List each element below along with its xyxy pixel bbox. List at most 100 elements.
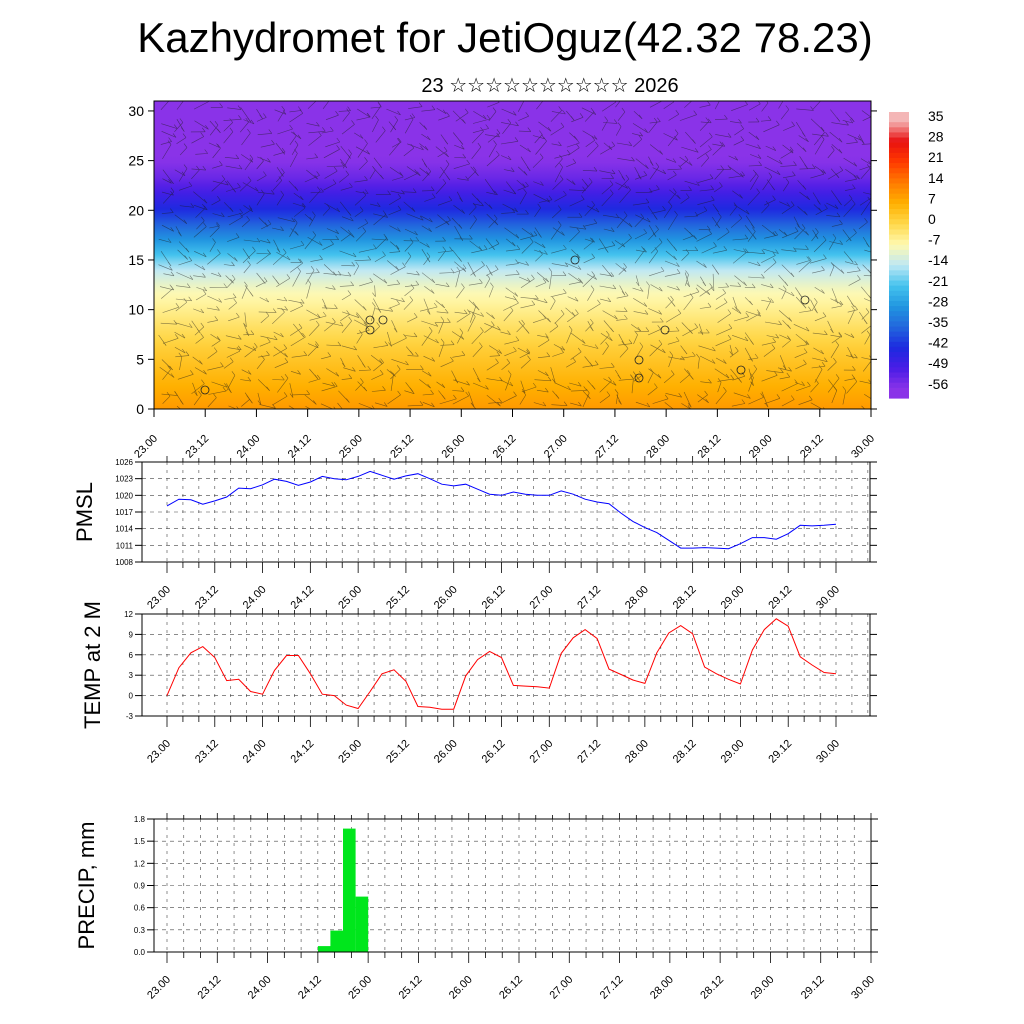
x-tick-label: 30.00 (814, 738, 842, 766)
y-tick-label: 1020 (115, 491, 133, 500)
colorbar-label: 21 (928, 149, 944, 165)
y-tick-label: 1008 (115, 558, 133, 567)
y-tick-label: 25 (128, 153, 144, 169)
colorbar: 35 28 21 14 7 0 -7 -14 -21 -28 -35 -42 -49 -56 (889, 108, 948, 399)
colorbar-cell (889, 234, 909, 241)
colorbar-cell (889, 142, 909, 149)
x-tick-label: 23.12 (183, 433, 211, 461)
x-tick-label: 23.00 (145, 738, 173, 766)
y-tick-label: 1026 (115, 458, 133, 467)
colorbar-cell (889, 229, 909, 236)
colorbar-cell (889, 285, 909, 292)
x-tick-label: 28.00 (648, 974, 676, 1002)
colorbar-cell (889, 244, 909, 251)
colorbar-cell (889, 132, 909, 139)
x-tick-label: 23.12 (195, 974, 223, 1002)
colorbar-cell (889, 224, 909, 231)
x-tick-label: 23.12 (193, 738, 221, 766)
colorbar-cell (889, 152, 909, 159)
colorbar-cell (889, 203, 909, 210)
colorbar-cell (889, 387, 909, 394)
colorbar-label: -21 (928, 273, 948, 289)
x-tick-label: 30.00 (849, 974, 877, 1002)
x-tick-label: 29.00 (749, 974, 777, 1002)
x-tick-label: 23.12 (193, 584, 221, 612)
y-tick-label: 0 (129, 692, 134, 701)
x-tick-label: 24.00 (235, 433, 263, 461)
x-tick-label: 24.12 (289, 738, 317, 766)
colorbar-cell (889, 346, 909, 353)
colorbar-label: 28 (928, 129, 944, 145)
colorbar-cell (889, 290, 909, 297)
y-tick-label: 1023 (115, 475, 133, 484)
colorbar-cell (889, 137, 909, 144)
x-tick-label: 26.12 (480, 738, 508, 766)
temp-panel: -3 0 3 6 9 12 23.00 23.12 24.00 24.12 25.00 25.12 26… (80, 601, 877, 766)
y-tick-label: 10 (128, 302, 144, 318)
calm-circle (378, 315, 388, 325)
calm-circle (736, 365, 746, 375)
cross-section-panel: 0 5 10 15 20 25 30 23.00 23.12 24.00 24.12 25.00 25.… (128, 100, 877, 461)
panel-frame-top (153, 818, 872, 953)
colorbar-cell (889, 372, 909, 379)
colorbar-cell (889, 147, 909, 154)
y-tick-label: 1.2 (134, 859, 146, 868)
x-tick-label: 24.00 (241, 584, 269, 612)
x-tick-label: 24.12 (296, 974, 324, 1002)
colorbar-cell (889, 306, 909, 312)
colorbar-label: -35 (928, 314, 948, 330)
colorbar-cell (889, 219, 909, 225)
colorbar-cell (889, 168, 909, 174)
colorbar-cell (889, 117, 909, 123)
calm-circle (365, 315, 375, 325)
x-tick-label: 27.12 (575, 738, 603, 766)
x-tick-label: 30.00 (849, 433, 877, 461)
colorbar-cell (889, 260, 909, 266)
y-tick-label: 20 (128, 202, 144, 218)
x-tick-label: 27.00 (527, 584, 555, 612)
calm-circle (634, 355, 644, 365)
pmsl-panel: 1008 1011 1014 1017 1020 1023 1026 23.00 23.12 24… (72, 456, 877, 612)
colorbar-cell (889, 198, 909, 205)
calm-circle (200, 385, 210, 395)
colorbar-cell (889, 209, 909, 215)
y-tick-label: 6 (129, 651, 134, 660)
x-tick-label: 28.12 (696, 433, 724, 461)
colorbar-cell (889, 326, 909, 333)
x-tick-label: 26.12 (497, 974, 525, 1002)
x-tick-label: 27.00 (542, 433, 570, 461)
cross-section-field (154, 101, 871, 409)
colorbar-cell (889, 112, 909, 118)
colorbar-cell (889, 178, 909, 185)
x-tick-label: 27.12 (575, 584, 603, 612)
x-tick-label: 26.00 (432, 584, 460, 612)
x-tick-label: 27.12 (598, 974, 626, 1002)
y-axis-title: PRECIP, mm (74, 822, 99, 950)
colorbar-cell (889, 300, 909, 307)
y-tick-label: 15 (128, 252, 144, 268)
x-tick-label: 25.00 (336, 584, 364, 612)
x-tick-label: 29.00 (719, 584, 747, 612)
page-subtitle: 23 ☆☆☆☆☆☆☆☆☆☆ 2026 (421, 75, 679, 97)
colorbar-label: -28 (928, 293, 948, 309)
colorbar-cell (889, 377, 909, 384)
colorbar-cell (889, 311, 909, 317)
x-tick-label: 25.12 (397, 974, 425, 1002)
precip-panel: 0.0 0.3 0.6 0.9 1.2 1.5 1.8 23.00 23.12 24.00 24.1… (74, 813, 878, 1002)
colorbar-cell (889, 331, 909, 338)
colorbar-cell (889, 127, 909, 134)
y-tick-label: 0.0 (134, 948, 146, 957)
x-tick-label: 28.12 (698, 974, 726, 1002)
y-tick-label: 1011 (116, 541, 134, 550)
colorbar-cell (889, 265, 909, 271)
x-tick-label: 29.12 (798, 433, 826, 461)
colorbar-cell (889, 362, 909, 368)
y-tick-label: 1.5 (134, 837, 146, 846)
colorbar-cell (889, 270, 909, 277)
precip-bar (343, 828, 356, 952)
colorbar-label: 0 (928, 211, 936, 227)
colorbar-cell (889, 367, 909, 374)
calm-circle (800, 295, 810, 305)
colorbar-cell (889, 188, 909, 195)
calm-circle (660, 325, 670, 335)
